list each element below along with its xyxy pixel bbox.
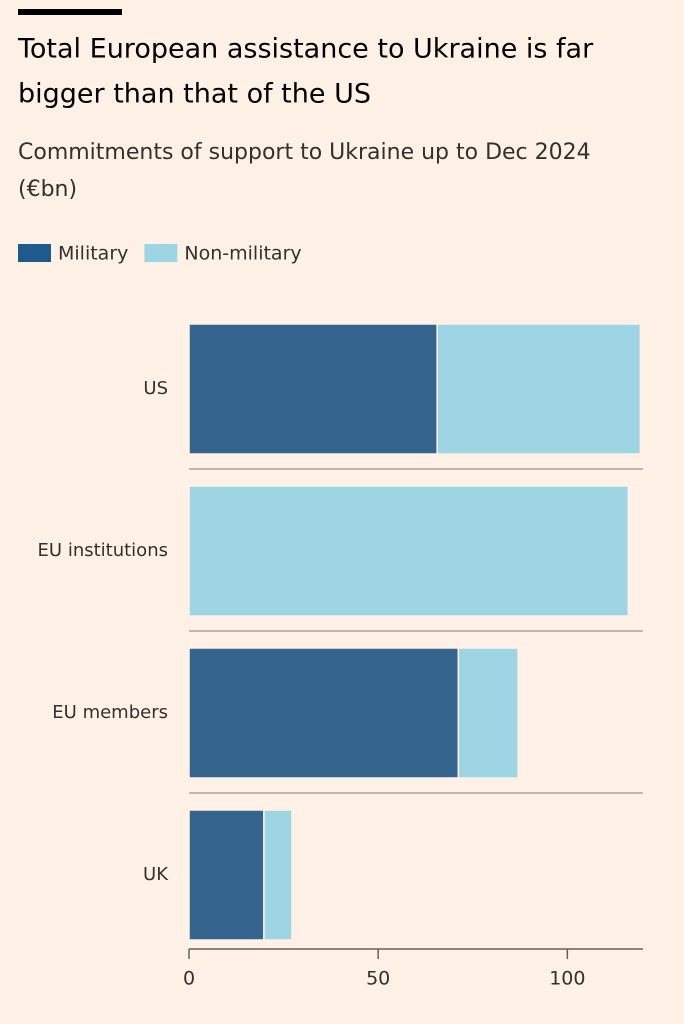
bar [188,485,629,617]
legend-swatch [18,244,51,262]
x-tick-label: 0 [183,968,195,990]
bar [436,323,642,455]
bar [188,647,460,779]
y-tick-label: US [143,378,168,399]
y-tick-label: UK [143,864,169,885]
bar [457,647,519,779]
chart-title: Total European assistance to Ukraine is … [17,34,594,65]
bar [188,809,265,941]
legend-label: Non-military [184,243,301,265]
chart-subtitle: Commitments of support to Ukraine up to … [18,140,591,165]
brand-bar [18,9,122,15]
x-tick-label: 100 [549,968,585,990]
chart-title: bigger than that of the US [18,79,371,110]
chart-subtitle: (€bn) [18,177,77,202]
bar [263,809,293,941]
y-tick-label: EU institutions [38,540,168,561]
bar [188,323,438,455]
legend-swatch [144,244,178,262]
x-tick-label: 50 [366,968,390,990]
y-tick-label: EU members [52,702,168,723]
legend-label: Military [58,243,128,265]
